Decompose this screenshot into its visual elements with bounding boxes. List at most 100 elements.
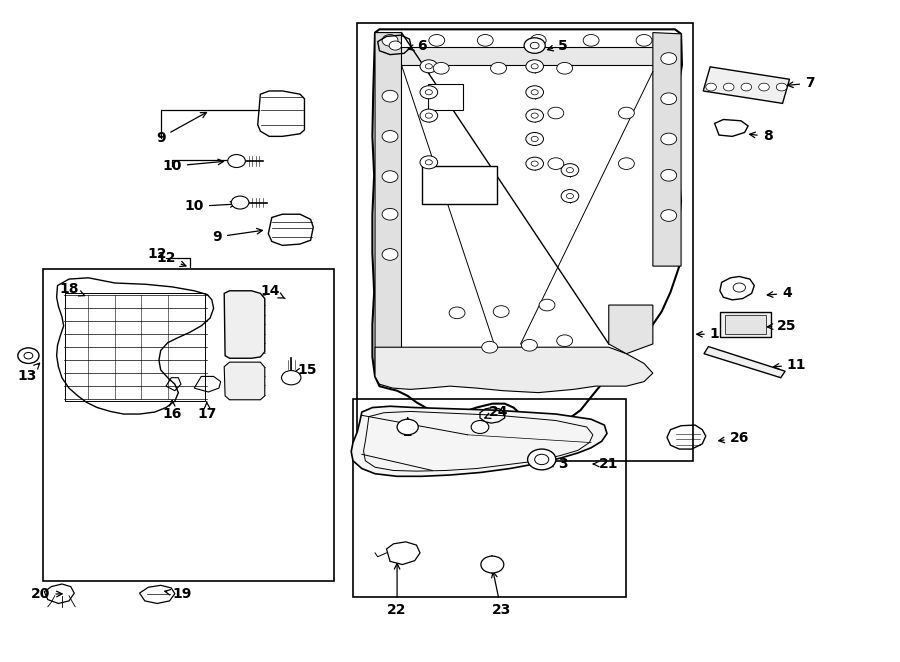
Circle shape bbox=[734, 283, 745, 292]
Circle shape bbox=[282, 371, 301, 385]
Circle shape bbox=[481, 556, 504, 573]
Circle shape bbox=[382, 90, 398, 102]
Text: 3: 3 bbox=[548, 457, 568, 471]
Circle shape bbox=[420, 86, 437, 99]
Circle shape bbox=[524, 38, 545, 54]
Circle shape bbox=[526, 86, 544, 99]
Circle shape bbox=[482, 342, 498, 353]
Circle shape bbox=[426, 113, 432, 118]
Circle shape bbox=[526, 60, 544, 73]
Text: 10: 10 bbox=[184, 199, 236, 213]
Text: 4: 4 bbox=[768, 287, 792, 301]
Circle shape bbox=[539, 299, 555, 311]
Polygon shape bbox=[375, 347, 652, 393]
Circle shape bbox=[741, 83, 751, 91]
Circle shape bbox=[420, 109, 437, 122]
Polygon shape bbox=[652, 32, 681, 266]
Text: 26: 26 bbox=[719, 431, 749, 445]
Circle shape bbox=[382, 34, 398, 46]
Circle shape bbox=[618, 107, 634, 119]
Text: 25: 25 bbox=[768, 319, 796, 333]
Circle shape bbox=[566, 193, 573, 199]
Bar bbox=[357, 23, 693, 461]
Circle shape bbox=[661, 169, 677, 181]
Circle shape bbox=[426, 64, 432, 69]
Circle shape bbox=[389, 41, 401, 50]
Circle shape bbox=[661, 210, 677, 221]
Circle shape bbox=[491, 62, 507, 74]
Text: 5: 5 bbox=[547, 38, 568, 52]
Circle shape bbox=[636, 34, 652, 46]
Bar bbox=[42, 269, 334, 581]
Text: 17: 17 bbox=[198, 401, 217, 421]
Text: 7: 7 bbox=[788, 76, 814, 90]
Bar bbox=[725, 315, 766, 334]
Text: 6: 6 bbox=[409, 38, 427, 52]
Circle shape bbox=[18, 348, 39, 363]
Circle shape bbox=[531, 64, 538, 69]
Circle shape bbox=[382, 249, 398, 260]
Circle shape bbox=[530, 42, 539, 49]
FancyBboxPatch shape bbox=[703, 67, 789, 103]
Circle shape bbox=[526, 132, 544, 146]
Polygon shape bbox=[380, 47, 675, 65]
Circle shape bbox=[583, 34, 599, 46]
Text: 9: 9 bbox=[212, 228, 263, 244]
Circle shape bbox=[472, 420, 489, 434]
Circle shape bbox=[531, 136, 538, 142]
Circle shape bbox=[426, 160, 432, 165]
Circle shape bbox=[433, 62, 449, 74]
Bar bbox=[353, 399, 626, 597]
Text: 13: 13 bbox=[17, 363, 40, 383]
Circle shape bbox=[526, 157, 544, 170]
Text: 12: 12 bbox=[148, 248, 166, 261]
Circle shape bbox=[531, 89, 538, 95]
Text: 14: 14 bbox=[260, 284, 285, 299]
Circle shape bbox=[530, 34, 546, 46]
Polygon shape bbox=[224, 362, 265, 400]
Circle shape bbox=[661, 133, 677, 145]
Text: 23: 23 bbox=[491, 572, 511, 617]
Circle shape bbox=[618, 158, 634, 169]
Circle shape bbox=[557, 335, 572, 347]
Bar bbox=[720, 312, 771, 338]
Circle shape bbox=[561, 189, 579, 203]
Circle shape bbox=[521, 340, 537, 351]
Circle shape bbox=[449, 307, 465, 318]
Text: 22: 22 bbox=[387, 563, 407, 617]
Circle shape bbox=[661, 53, 677, 64]
Circle shape bbox=[759, 83, 769, 91]
Polygon shape bbox=[375, 32, 401, 386]
Circle shape bbox=[706, 83, 716, 91]
Polygon shape bbox=[351, 406, 607, 477]
Polygon shape bbox=[704, 347, 785, 378]
Circle shape bbox=[548, 158, 563, 169]
Circle shape bbox=[557, 62, 572, 74]
Text: 8: 8 bbox=[750, 129, 772, 144]
Text: 19: 19 bbox=[165, 587, 192, 601]
Text: 12: 12 bbox=[157, 252, 186, 267]
Text: 18: 18 bbox=[59, 282, 85, 296]
Circle shape bbox=[661, 93, 677, 105]
Circle shape bbox=[561, 164, 579, 177]
Circle shape bbox=[777, 83, 787, 91]
Circle shape bbox=[231, 196, 249, 209]
Polygon shape bbox=[224, 291, 265, 358]
Text: 1: 1 bbox=[697, 327, 719, 341]
Circle shape bbox=[382, 171, 398, 183]
Text: 10: 10 bbox=[163, 159, 223, 173]
Circle shape bbox=[527, 449, 556, 470]
Circle shape bbox=[531, 113, 538, 118]
Circle shape bbox=[493, 306, 509, 317]
Circle shape bbox=[535, 454, 549, 465]
Bar bbox=[422, 166, 497, 205]
Text: 9: 9 bbox=[156, 113, 206, 145]
Text: 20: 20 bbox=[32, 587, 62, 601]
Text: 24: 24 bbox=[485, 405, 508, 419]
Circle shape bbox=[724, 83, 734, 91]
Text: 2: 2 bbox=[403, 418, 412, 438]
Circle shape bbox=[566, 167, 573, 173]
Circle shape bbox=[382, 130, 398, 142]
Circle shape bbox=[24, 352, 32, 359]
Text: 21: 21 bbox=[593, 457, 618, 471]
